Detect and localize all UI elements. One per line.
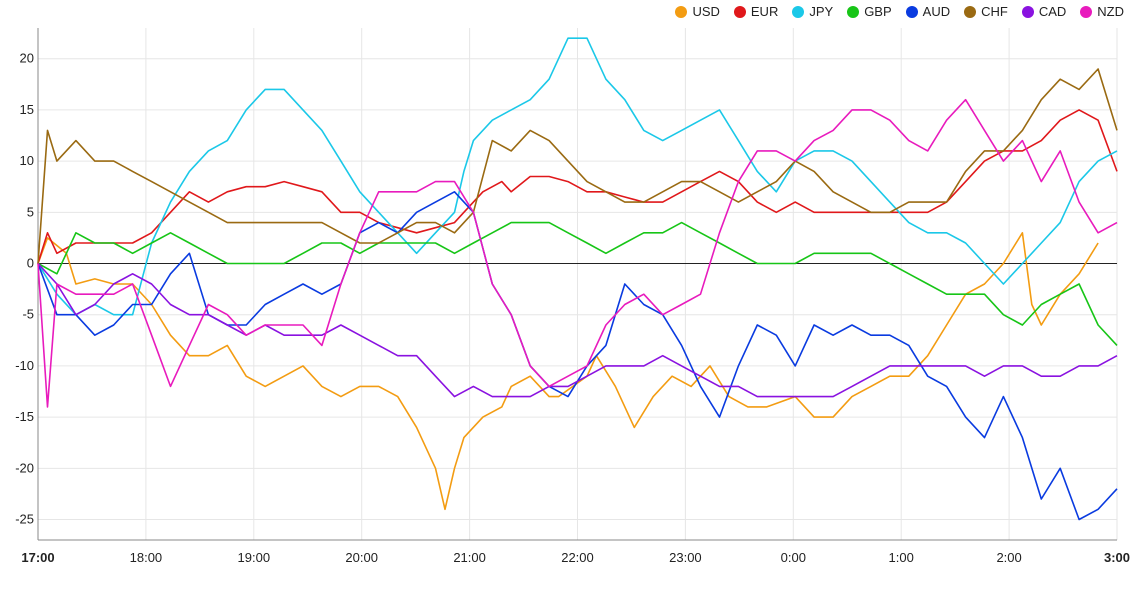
legend-dot (1021, 5, 1034, 18)
legend-label: EUR (750, 4, 779, 19)
series-line-gbp (37, 221, 1118, 346)
x-tick-label: 17:00 (21, 550, 54, 565)
legend-dot (733, 5, 746, 18)
legend-item-nzd[interactable]: NZD (1080, 4, 1124, 19)
y-tick-label: 0 (27, 256, 34, 271)
x-tick-label: 23:00 (669, 550, 702, 565)
y-tick-label: 10 (20, 153, 34, 168)
series-line-jpy (37, 37, 1118, 316)
y-tick-label: -15 (15, 409, 34, 424)
legend-dot (905, 5, 918, 18)
legend-label: USD (692, 4, 720, 19)
y-tick-label: 5 (27, 204, 34, 219)
series-line-usd (37, 232, 1099, 511)
x-tick-label: 21:00 (453, 550, 486, 565)
legend-dot (964, 5, 977, 18)
legend-item-chf[interactable]: CHF (964, 4, 1008, 19)
legend-label: GBP (864, 4, 892, 19)
x-tick-label: 1:00 (889, 550, 914, 565)
x-tick-label: 18:00 (130, 550, 163, 565)
series-line-eur (37, 109, 1118, 264)
x-tick-label: 22:00 (561, 550, 594, 565)
legend-item-gbp[interactable]: GBP (847, 4, 892, 19)
series-line-cad (37, 262, 1118, 398)
legend-dot (1080, 5, 1093, 18)
legend-dot (847, 5, 860, 18)
y-tick-label: 15 (20, 102, 34, 117)
legend-item-cad[interactable]: CAD (1021, 4, 1067, 19)
legend-item-jpy[interactable]: JPY (792, 4, 833, 19)
x-tick-label: 2:00 (996, 550, 1021, 565)
series-line-chf (37, 68, 1118, 264)
x-tick-label: 0:00 (781, 550, 806, 565)
y-tick-label: 20 (20, 51, 34, 66)
y-tick-label: -20 (15, 460, 34, 475)
legend-label: CHF (981, 4, 1008, 19)
legend-label: AUD (922, 4, 951, 19)
y-tick-label: -5 (22, 307, 34, 322)
x-tick-label: 3:00 (1104, 550, 1130, 565)
legend-label: JPY (809, 4, 834, 19)
x-tick-label: 19:00 (238, 550, 271, 565)
legend-label: CAD (1038, 4, 1067, 19)
legend-item-usd[interactable]: USD (675, 4, 720, 19)
chart-legend: USD EUR JPY GBP AUD CHF CAD NZD (675, 4, 1124, 19)
legend-dot (675, 5, 688, 18)
legend-item-eur[interactable]: EUR (733, 4, 779, 19)
legend-label: NZD (1097, 4, 1124, 19)
x-tick-label: 20:00 (345, 550, 378, 565)
legend-dot (792, 5, 805, 18)
legend-item-aud[interactable]: AUD (905, 4, 951, 19)
y-tick-label: -10 (15, 358, 34, 373)
y-tick-label: -25 (15, 512, 34, 527)
series-line-nzd (37, 98, 1118, 408)
